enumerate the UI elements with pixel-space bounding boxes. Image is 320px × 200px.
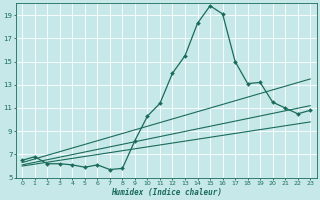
X-axis label: Humidex (Indice chaleur): Humidex (Indice chaleur): [111, 188, 222, 197]
